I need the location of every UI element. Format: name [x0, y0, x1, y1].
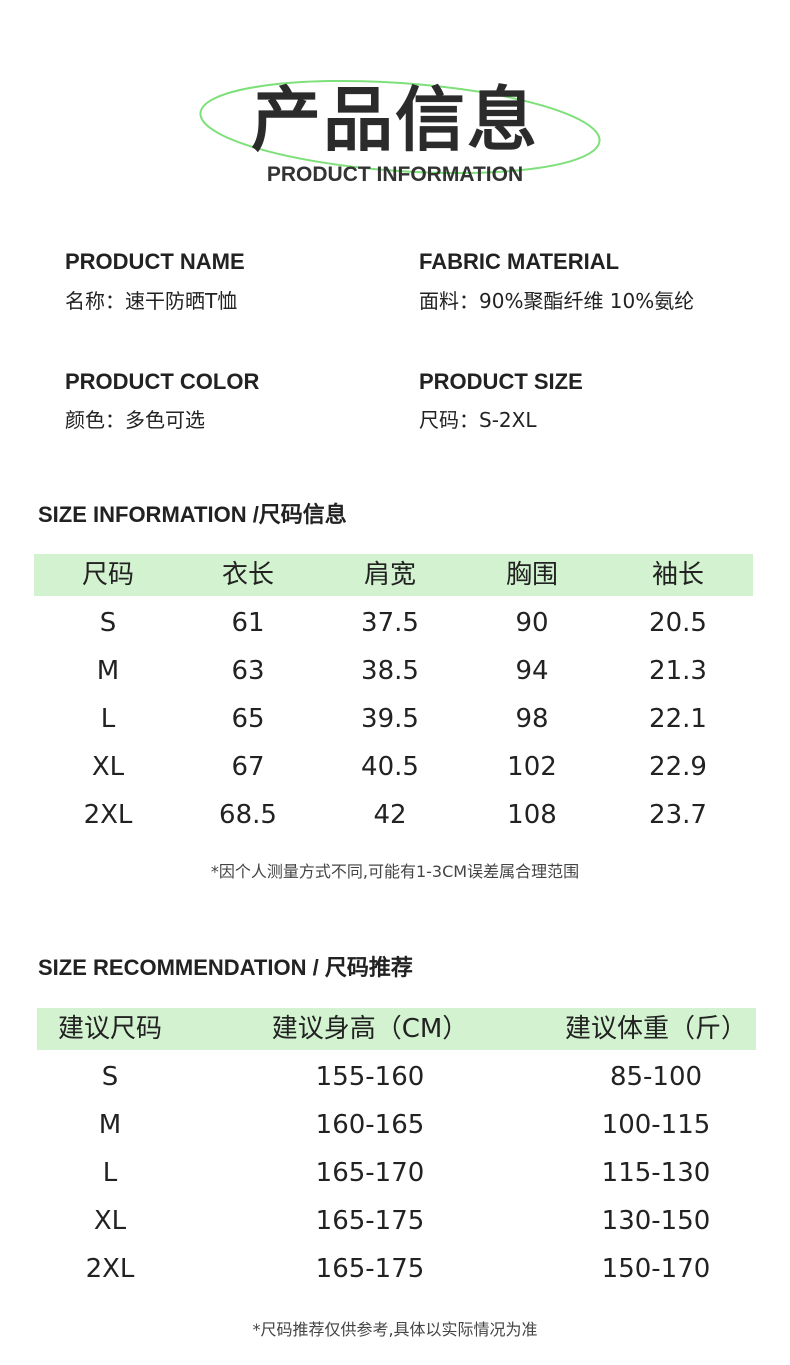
- product-size-value: 尺码：S-2XL: [419, 408, 537, 432]
- product-size-label: PRODUCT SIZE: [419, 369, 583, 394]
- table-cell: 61: [231, 608, 265, 638]
- table-cell: 2XL: [85, 1254, 135, 1284]
- size-rec-header-band: [37, 1008, 756, 1050]
- table-cell: 98: [515, 704, 549, 734]
- table-cell: L: [100, 704, 116, 734]
- table-cell: XL: [91, 752, 125, 782]
- table-cell: 68.5: [219, 800, 277, 830]
- table-cell: M: [96, 656, 120, 686]
- table-cell: 94: [515, 656, 549, 686]
- product-name-label: PRODUCT NAME: [65, 249, 245, 274]
- size-rec-title: SIZE RECOMMENDATION / 尺码推荐: [38, 955, 413, 980]
- size-info-header-band: [34, 554, 753, 596]
- table-cell: 21.3: [649, 656, 707, 686]
- table-cell: 108: [507, 800, 557, 830]
- table-cell: 90: [515, 608, 549, 638]
- table-cell: 37.5: [361, 608, 419, 638]
- table-cell: 39.5: [361, 704, 419, 734]
- table-cell: 165-170: [315, 1158, 425, 1188]
- table-cell: 65: [231, 704, 265, 734]
- table-cell: 38.5: [361, 656, 419, 686]
- table-cell: 165-175: [315, 1254, 425, 1284]
- table-cell: 115-130: [601, 1158, 711, 1188]
- product-color-value: 颜色：多色可选: [65, 408, 205, 432]
- table-cell: 23.7: [649, 800, 707, 830]
- table-cell: 150-170: [601, 1254, 711, 1284]
- table-cell: 40.5: [361, 752, 419, 782]
- product-name-value: 名称：速干防晒T恤: [65, 289, 238, 313]
- table-cell: 100-115: [601, 1110, 711, 1140]
- table-cell: 130-150: [601, 1206, 711, 1236]
- column-header: 肩宽: [363, 560, 416, 590]
- size-info-title: SIZE INFORMATION /尺码信息: [38, 502, 347, 527]
- table-cell: 67: [231, 752, 265, 782]
- product-color-label: PRODUCT COLOR: [65, 369, 260, 394]
- column-header: 袖长: [651, 560, 704, 590]
- page-title: 产品信息: [251, 79, 539, 161]
- column-header: 建议体重（斤）: [564, 1014, 747, 1044]
- column-header: 尺码: [81, 560, 134, 590]
- table-cell: XL: [93, 1206, 127, 1236]
- table-cell: S: [101, 1062, 119, 1092]
- fabric-material-label: FABRIC MATERIAL: [419, 249, 620, 274]
- table-cell: 20.5: [649, 608, 707, 638]
- table-cell: 155-160: [315, 1062, 425, 1092]
- table-cell: 102: [507, 752, 557, 782]
- table-cell: 2XL: [83, 800, 133, 830]
- table-cell: 160-165: [315, 1110, 425, 1140]
- table-cell: 63: [231, 656, 265, 686]
- size-rec-note: *尺码推荐仅供参考,具体以实际情况为准: [252, 1320, 538, 1339]
- column-header: 胸围: [505, 560, 558, 590]
- table-cell: 22.9: [649, 752, 707, 782]
- table-cell: M: [98, 1110, 122, 1140]
- column-header: 建议身高（CM）: [271, 1014, 469, 1044]
- column-header: 衣长: [221, 560, 274, 590]
- table-cell: 22.1: [649, 704, 707, 734]
- size-info-note: *因个人测量方式不同,可能有1-3CM误差属合理范围: [210, 862, 580, 881]
- column-header: 建议尺码: [57, 1014, 162, 1044]
- fabric-material-value: 面料：90%聚酯纤维 10%氨纶: [419, 289, 695, 313]
- table-cell: 165-175: [315, 1206, 425, 1236]
- table-cell: S: [99, 608, 117, 638]
- decorative-ellipse: [199, 79, 601, 175]
- table-cell: 85-100: [609, 1062, 703, 1092]
- table-cell: 42: [373, 800, 407, 830]
- page-subtitle: PRODUCT INFORMATION: [266, 163, 524, 186]
- table-cell: L: [102, 1158, 118, 1188]
